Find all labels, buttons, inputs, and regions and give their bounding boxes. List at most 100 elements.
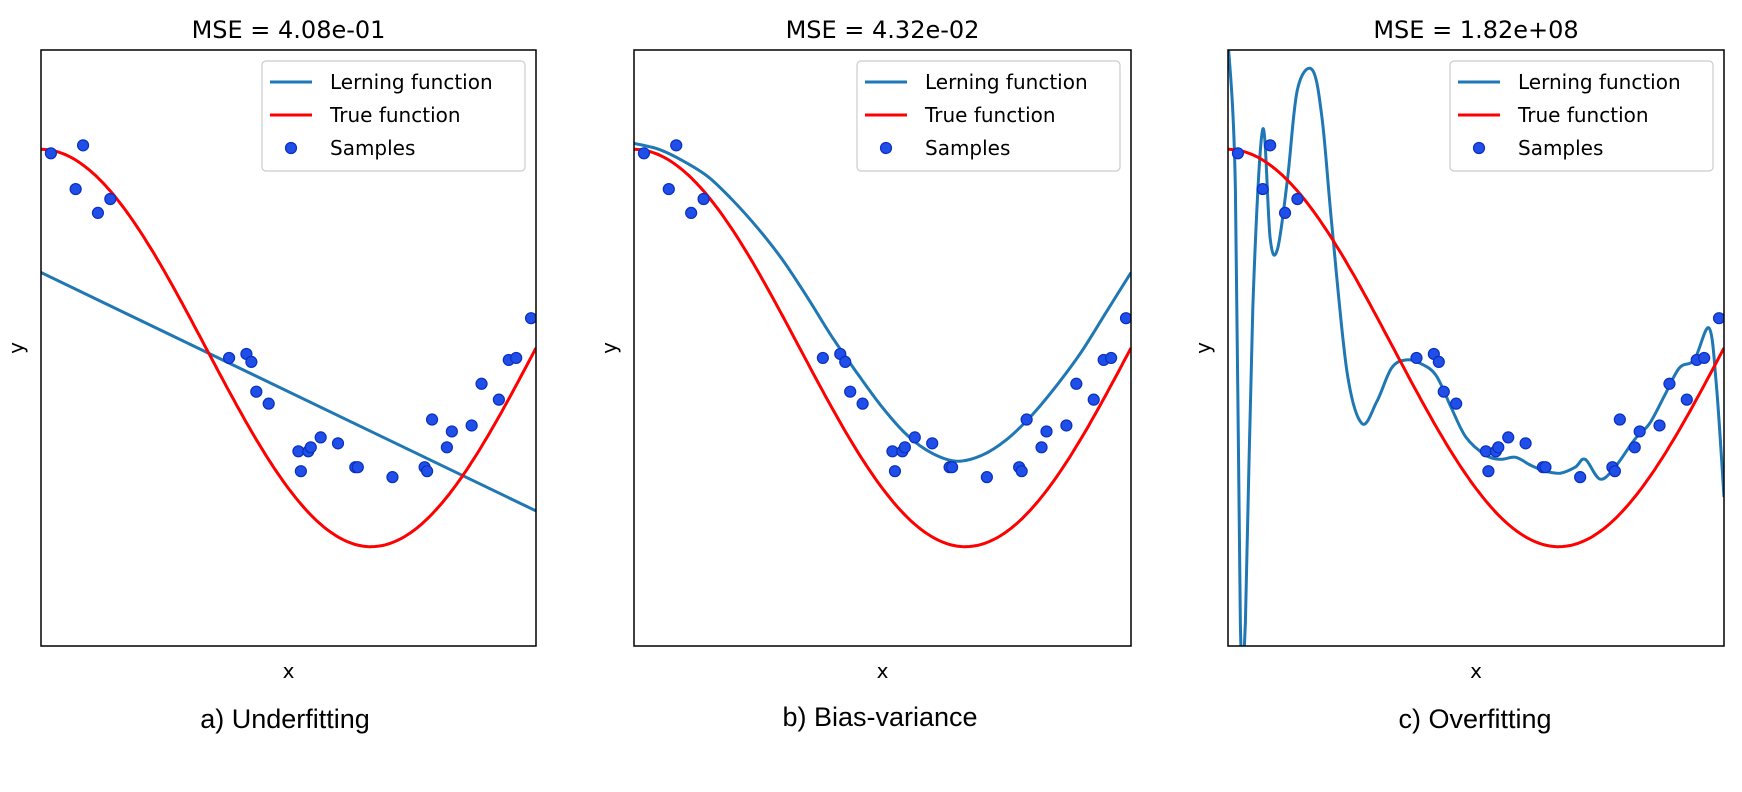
sample-point: [1653, 419, 1666, 432]
learning-function-line: [634, 141, 1131, 463]
sample-point: [816, 351, 829, 365]
sample-point: [1070, 377, 1083, 390]
sample-point: [1519, 437, 1532, 450]
sample-point: [1278, 206, 1292, 220]
sample-point: [980, 471, 993, 484]
sample-point: [223, 351, 236, 365]
legend-samples-marker: [879, 141, 893, 155]
sample-point: [1628, 441, 1641, 454]
sample-point: [262, 397, 275, 410]
sample-point: [386, 471, 399, 484]
chart-title: MSE = 4.32e-02: [786, 16, 980, 44]
axes-frame: [633, 49, 1132, 647]
x-axis-label: x: [877, 659, 889, 683]
legend-label: Samples: [1518, 136, 1603, 160]
sample-point: [44, 147, 58, 160]
legend-label: Lerning function: [330, 70, 493, 94]
sample-point: [1060, 419, 1073, 432]
sample-point: [1264, 139, 1277, 152]
sample-point: [1482, 465, 1495, 478]
plot-area: [1228, 50, 1724, 646]
legend-label: Lerning function: [925, 70, 1088, 94]
sample-point: [1231, 147, 1245, 160]
legend-box: [856, 60, 1121, 172]
samples-series: [44, 139, 536, 484]
sample-point: [425, 413, 439, 426]
chart-title: MSE = 1.82e+08: [1373, 16, 1578, 44]
sample-point: [1437, 385, 1450, 398]
learning-function-line: [41, 271, 536, 513]
y-axis-label: y: [4, 342, 28, 354]
sample-point: [908, 431, 921, 444]
sample-point: [1291, 192, 1304, 206]
panel-1: MSE = 4.08e-01 x y Lerning function True fun…: [4, 16, 537, 683]
sample-point: [697, 192, 710, 206]
sample-point: [1613, 413, 1626, 426]
legend-label: True function: [924, 103, 1056, 127]
legend: Lerning function True function Samples: [856, 60, 1121, 172]
sample-point: [351, 461, 364, 474]
sample-point: [76, 139, 90, 152]
y-axis-label: y: [597, 342, 621, 354]
axes-frame: [40, 49, 537, 647]
sample-point: [1040, 425, 1053, 438]
sample-point: [1035, 441, 1048, 454]
sample-point: [314, 431, 327, 444]
caption-overfitting: c) Overfitting: [1398, 704, 1552, 734]
sample-point: [1432, 355, 1445, 369]
sample-point: [465, 419, 478, 432]
sample-point: [1680, 393, 1693, 406]
sample-point: [839, 355, 852, 369]
sample-point: [662, 182, 675, 196]
sample-point: [898, 441, 911, 454]
sample-point: [844, 385, 857, 398]
sample-point: [69, 182, 82, 196]
legend-label: Lerning function: [1518, 70, 1681, 94]
learning-function-line: [1228, 50, 1724, 646]
sample-point: [637, 147, 651, 160]
legend-label: Samples: [925, 136, 1010, 160]
true-function-line: [634, 147, 1131, 549]
sample-point: [1105, 351, 1118, 365]
legend-label: True function: [1517, 103, 1649, 127]
sample-point: [440, 441, 453, 454]
legend-box: [1449, 60, 1714, 172]
plot-area: [41, 139, 536, 549]
legend-box: [261, 60, 526, 172]
sample-point: [1119, 312, 1131, 325]
sample-point: [245, 355, 258, 369]
sample-point: [1020, 413, 1033, 426]
panel-3: MSE = 1.82e+08 x y Lerning function True fun…: [1191, 16, 1725, 683]
sample-point: [670, 139, 683, 152]
plot-area: [634, 139, 1131, 549]
sample-point: [1608, 465, 1621, 478]
sample-point: [926, 437, 939, 450]
axes-frame: [1227, 49, 1725, 647]
caption-underfitting: a) Underfitting: [200, 704, 370, 734]
x-axis-label: x: [283, 659, 295, 683]
sample-point: [1015, 465, 1028, 478]
sample-point: [856, 397, 869, 410]
sample-point: [421, 465, 434, 478]
sample-point: [1492, 441, 1505, 454]
sample-point: [1410, 351, 1423, 365]
sample-point: [104, 192, 117, 206]
chart-title: MSE = 4.08e-01: [192, 16, 386, 44]
sample-point: [685, 206, 698, 220]
sample-point: [510, 351, 523, 365]
legend-samples-marker: [1472, 141, 1486, 155]
x-axis-label: x: [1470, 659, 1482, 683]
panel-2: MSE = 4.32e-02 x y Lerning function True fun…: [597, 16, 1132, 683]
true-function-line: [41, 147, 536, 549]
sample-point: [1698, 351, 1711, 365]
legend-label: True function: [329, 103, 461, 127]
legend: Lerning function True function Samples: [1449, 60, 1714, 172]
sample-point: [524, 312, 536, 325]
sample-point: [945, 461, 959, 474]
sample-point: [1256, 182, 1269, 196]
sample-point: [1663, 377, 1676, 390]
legend-samples-marker: [284, 141, 298, 155]
sample-point: [475, 377, 488, 390]
sample-point: [331, 437, 345, 450]
